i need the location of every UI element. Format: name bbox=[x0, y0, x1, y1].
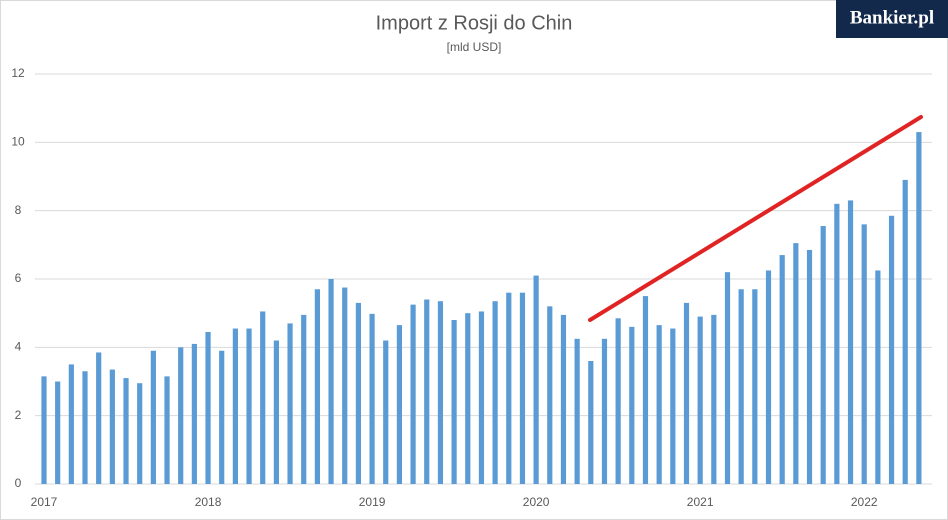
bar bbox=[875, 270, 881, 484]
bar bbox=[437, 301, 444, 484]
bar bbox=[478, 311, 485, 484]
bar bbox=[629, 326, 635, 484]
bar bbox=[191, 343, 197, 484]
bar bbox=[150, 350, 156, 484]
bar bbox=[560, 314, 567, 484]
bar bbox=[96, 352, 102, 484]
bar bbox=[246, 328, 252, 484]
y-tick-label: 12 bbox=[11, 66, 25, 80]
y-tick-label: 8 bbox=[15, 203, 22, 217]
bar bbox=[383, 340, 389, 484]
bar bbox=[273, 340, 279, 484]
trend-annotation bbox=[588, 115, 923, 322]
bar bbox=[711, 314, 717, 484]
y-tick-label: 4 bbox=[15, 340, 22, 354]
y-tick-label: 2 bbox=[15, 408, 22, 422]
bar bbox=[328, 279, 334, 484]
bar bbox=[369, 313, 375, 484]
logo: Bankier.pl bbox=[850, 7, 934, 28]
bar bbox=[178, 347, 184, 484]
bar bbox=[697, 316, 703, 484]
bar bbox=[670, 328, 676, 484]
bar bbox=[547, 306, 553, 484]
chart-subtitle: [mld USD] bbox=[447, 40, 502, 54]
bar bbox=[806, 249, 813, 484]
chart-title: Import z Rosji do Chin bbox=[376, 12, 573, 34]
y-tick-label: 6 bbox=[15, 271, 22, 285]
bar bbox=[574, 338, 580, 484]
bar bbox=[752, 289, 758, 484]
bar bbox=[68, 364, 74, 484]
bar bbox=[902, 179, 908, 484]
bar bbox=[793, 243, 799, 484]
bar bbox=[465, 313, 471, 484]
x-tick-label: 2017 bbox=[31, 495, 58, 509]
bar bbox=[847, 200, 854, 484]
bar bbox=[519, 292, 526, 484]
bar bbox=[492, 301, 498, 484]
bar bbox=[642, 296, 649, 484]
bar bbox=[615, 318, 621, 484]
bar bbox=[888, 215, 895, 484]
bar bbox=[287, 323, 293, 484]
y-tick-label: 0 bbox=[15, 476, 22, 490]
bar bbox=[123, 378, 129, 484]
bar bbox=[916, 132, 922, 485]
plot-area: 0 2 4 6 8 10 12 2017 2018 2019 2020 2021 2022 bbox=[11, 66, 932, 509]
bar bbox=[533, 275, 539, 484]
bar bbox=[41, 376, 47, 484]
bar bbox=[164, 376, 170, 484]
bar bbox=[588, 361, 594, 484]
x-tick-label: 2018 bbox=[195, 495, 222, 509]
bar bbox=[451, 320, 457, 484]
bar bbox=[765, 270, 772, 484]
x-tick-label: 2019 bbox=[359, 495, 386, 509]
bar bbox=[109, 369, 115, 484]
x-tick-label: 2020 bbox=[523, 495, 550, 509]
bar bbox=[724, 272, 731, 484]
bar bbox=[260, 311, 266, 484]
bar bbox=[232, 328, 238, 484]
bar bbox=[137, 383, 143, 484]
bar bbox=[779, 255, 785, 484]
bar bbox=[314, 289, 320, 484]
bar bbox=[861, 224, 867, 485]
bar bbox=[738, 289, 744, 484]
bar bbox=[396, 325, 403, 484]
bar bbox=[301, 314, 307, 484]
bar bbox=[410, 304, 416, 484]
bar bbox=[82, 371, 88, 484]
logo-box bbox=[836, 0, 948, 38]
y-tick-label: 10 bbox=[11, 135, 25, 149]
bar bbox=[683, 302, 690, 484]
bar bbox=[601, 338, 608, 484]
bar bbox=[820, 226, 826, 484]
bar bbox=[506, 292, 512, 484]
bar bbox=[342, 287, 348, 484]
bar bbox=[355, 302, 362, 484]
bar bbox=[55, 381, 61, 484]
bar bbox=[656, 325, 662, 484]
bar bbox=[834, 203, 840, 485]
x-tick-label: 2022 bbox=[851, 495, 878, 509]
bar bbox=[205, 331, 211, 484]
x-tick-label: 2021 bbox=[687, 495, 714, 509]
bar bbox=[424, 299, 430, 484]
bar bbox=[219, 350, 225, 484]
